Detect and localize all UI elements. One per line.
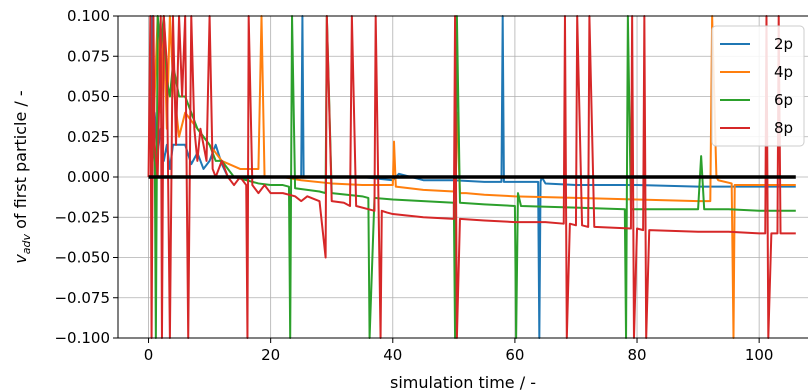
legend: 2p 4p 6p 8p [711,25,805,147]
y-tick-label: −0.100 [54,329,110,347]
x-axis-ticks: 0 20 40 60 80 100 [144,338,774,364]
y-tick-label: −0.025 [54,208,110,226]
y-axis-ticks: 0.100 0.075 0.050 0.025 0.000 −0.025 −0.050 −0.… [54,7,118,347]
y-tick-label: 0.000 [67,168,110,186]
x-tick-label: 80 [627,346,646,364]
x-tick-label: 0 [144,346,154,364]
x-tick-label: 40 [383,346,402,364]
x-tick-label: 20 [261,346,280,364]
y-axis-label-symbol: v [11,254,30,264]
legend-label-6p: 6p [774,91,793,109]
x-tick-label: 60 [505,346,524,364]
y-tick-label: −0.050 [54,249,110,267]
legend-box [711,25,805,147]
y-axis-label-rest: of first particle / - [11,90,30,234]
legend-label-8p: 8p [774,119,793,137]
x-tick-label: 100 [745,346,774,364]
legend-label-4p: 4p [774,63,793,81]
y-tick-label: 0.050 [67,88,110,106]
y-tick-label: 0.075 [67,47,110,65]
y-tick-label: 0.100 [67,7,110,25]
legend-label-2p: 2p [774,35,793,53]
x-axis-label: simulation time / - [390,373,536,392]
y-tick-label: −0.075 [54,289,110,307]
y-axis-label: vadv of first particle / - [11,90,33,263]
y-axis-label-subscript: adv [20,233,33,254]
y-tick-label: 0.025 [67,128,110,146]
